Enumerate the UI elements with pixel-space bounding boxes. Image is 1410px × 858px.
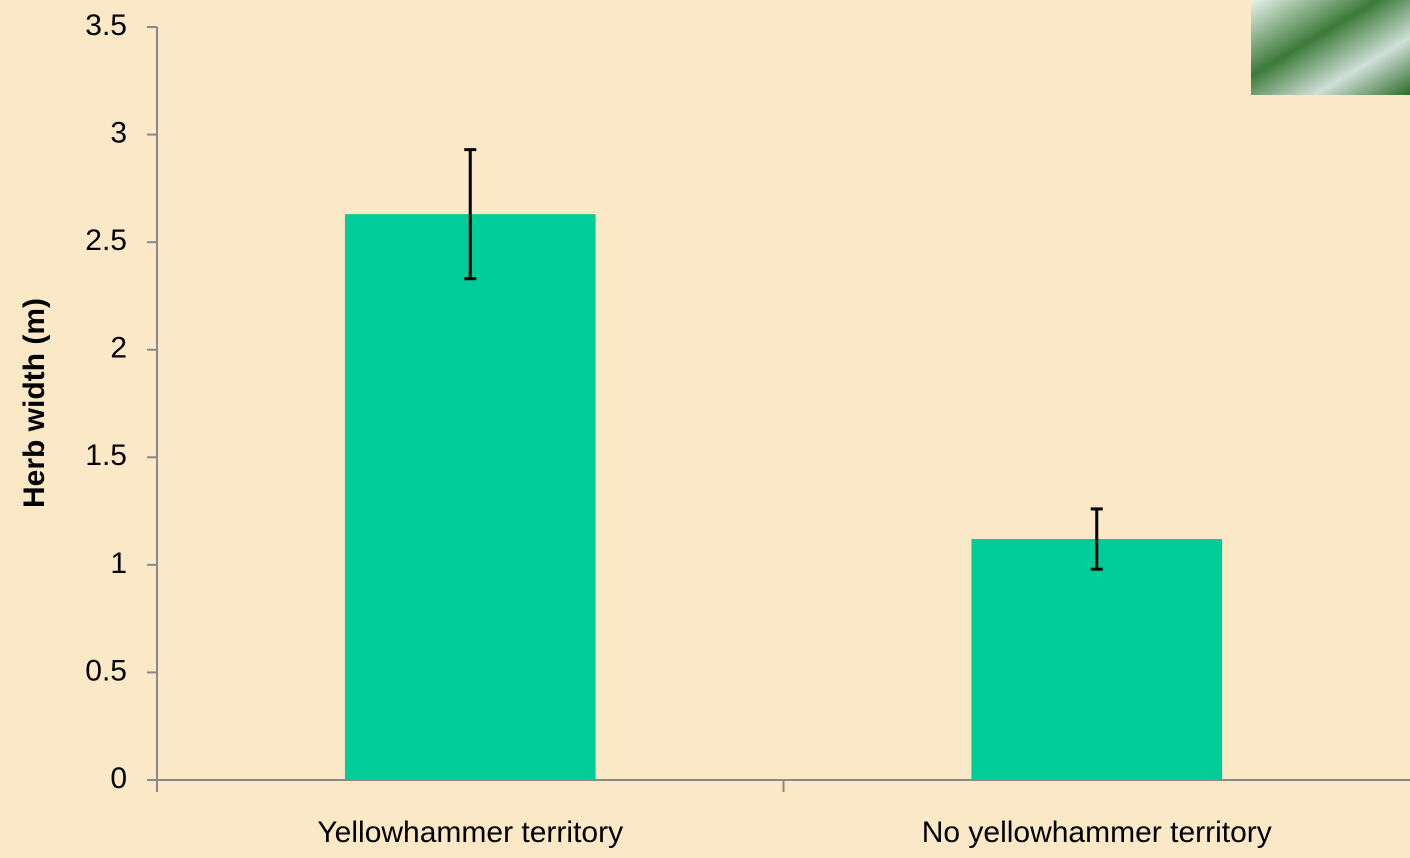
y-tick-label: 0.5 <box>85 654 127 687</box>
chart: Herb width (m) 0 0.5 1 1.5 2 2.5 3 3.5 Yellowham… <box>0 0 1410 858</box>
y-tick-label: 3.5 <box>85 9 127 42</box>
y-tick-label: 1 <box>110 547 127 580</box>
decorative-photo <box>1251 0 1410 95</box>
y-tick-label: 3 <box>110 116 127 149</box>
page: {"chart_data": {"type": "bar", "y_label"… <box>0 0 1410 858</box>
y-tick-label: 0 <box>110 762 127 795</box>
bar <box>971 539 1222 780</box>
y-axis-label: Herb width (m) <box>18 298 51 508</box>
x-tick-label: Yellowhammer territory <box>317 816 623 849</box>
y-tick-label: 2 <box>110 332 127 365</box>
y-tick-label: 1.5 <box>85 439 127 472</box>
x-tick-label: No yellowhammer territory <box>922 816 1272 849</box>
y-tick-label: 2.5 <box>85 224 127 257</box>
bar <box>345 214 596 780</box>
